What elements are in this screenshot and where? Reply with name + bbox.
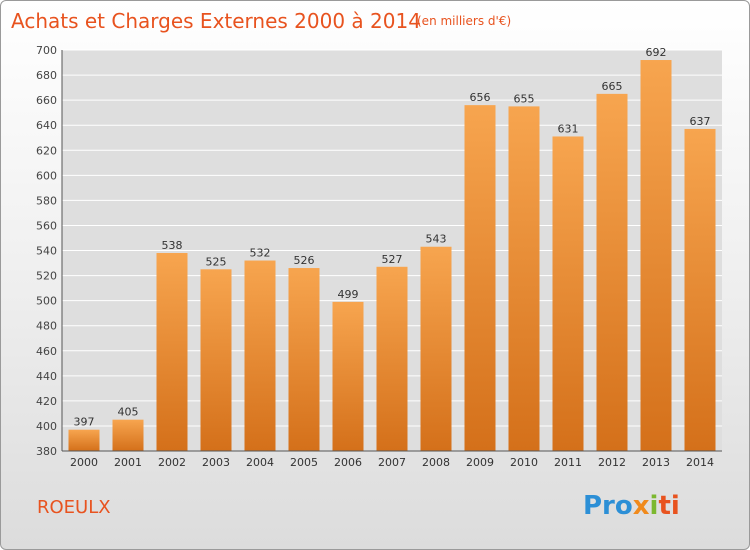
y-tick-label: 600	[36, 169, 57, 182]
x-tick-label: 2011	[554, 456, 582, 469]
data-label: 527	[382, 253, 403, 266]
bar	[640, 60, 672, 452]
y-tick-label: 680	[36, 69, 57, 82]
data-label: 538	[162, 239, 183, 252]
y-tick-label: 520	[36, 270, 57, 283]
data-label: 405	[118, 406, 139, 419]
x-tick-label: 2004	[246, 456, 274, 469]
y-tick-label: 380	[36, 445, 57, 458]
bar	[112, 419, 144, 451]
data-label: 656	[470, 91, 491, 104]
proxiti-logo: Proxiti	[583, 491, 680, 521]
y-tick-label: 440	[36, 370, 57, 383]
logo-part-1: Pro	[583, 491, 633, 521]
bar	[684, 128, 716, 451]
x-tick-label: 2006	[334, 456, 362, 469]
x-tick-label: 2007	[378, 456, 406, 469]
bar	[552, 136, 584, 451]
y-tick-label: 640	[36, 119, 57, 132]
data-label: 655	[514, 92, 535, 105]
y-tick-label: 700	[36, 44, 57, 57]
data-label: 526	[294, 254, 315, 267]
data-label: 543	[426, 233, 447, 246]
x-tick-label: 2010	[510, 456, 538, 469]
chart-unit: (en milliers d'€)	[417, 14, 512, 28]
bar	[200, 269, 232, 451]
data-label: 499	[338, 288, 359, 301]
data-label: 665	[602, 80, 623, 93]
data-label: 525	[206, 255, 227, 268]
bar	[288, 268, 320, 451]
x-tick-label: 2012	[598, 456, 626, 469]
y-tick-label: 540	[36, 245, 57, 258]
x-tick-label: 2000	[70, 456, 98, 469]
data-label: 637	[690, 115, 711, 128]
x-tick-label: 2001	[114, 456, 142, 469]
x-tick-label: 2008	[422, 456, 450, 469]
data-label: 532	[250, 247, 271, 260]
bar	[464, 105, 496, 451]
y-tick-label: 480	[36, 320, 57, 333]
logo-part-4: ti	[658, 491, 680, 521]
bar	[156, 253, 188, 451]
logo-part-3: i	[649, 491, 659, 521]
y-tick-label: 420	[36, 395, 57, 408]
x-tick-label: 2002	[158, 456, 186, 469]
y-tick-label: 660	[36, 94, 57, 107]
y-tick-label: 500	[36, 295, 57, 308]
chart-title: Achats et Charges Externes 2000 à 2014	[11, 9, 421, 33]
y-tick-label: 560	[36, 219, 57, 232]
bar	[420, 246, 452, 451]
x-tick-label: 2009	[466, 456, 494, 469]
bar	[376, 266, 408, 451]
x-tick-label: 2003	[202, 456, 230, 469]
y-tick-label: 580	[36, 194, 57, 207]
x-tick-label: 2013	[642, 456, 670, 469]
x-tick-label: 2005	[290, 456, 318, 469]
y-tick-label: 400	[36, 420, 57, 433]
data-label: 692	[646, 46, 667, 59]
y-tick-label: 460	[36, 345, 57, 358]
bar	[508, 106, 540, 451]
bar	[244, 260, 276, 451]
x-tick-label: 2014	[686, 456, 714, 469]
commune-name: ROEULX	[37, 497, 111, 518]
data-label: 631	[558, 122, 579, 135]
logo-part-2: x	[632, 491, 650, 521]
y-tick-label: 620	[36, 144, 57, 157]
bar	[68, 429, 100, 451]
bar	[332, 301, 364, 451]
data-label: 397	[74, 416, 95, 429]
bar	[596, 93, 628, 451]
